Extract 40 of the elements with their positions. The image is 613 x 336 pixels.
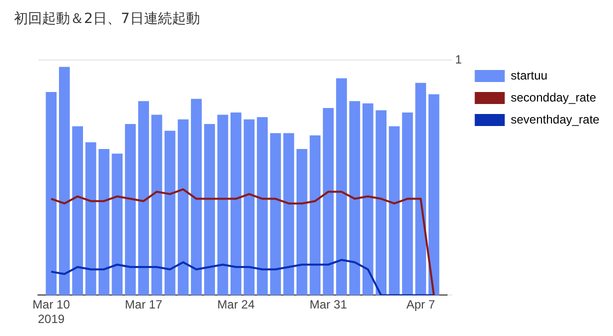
y2-tick-label: 1 xyxy=(455,52,462,66)
legend-label: startuu xyxy=(510,68,548,82)
bar xyxy=(283,133,294,296)
legend-label: secondday_rate xyxy=(510,90,596,104)
bar xyxy=(72,126,83,296)
bar xyxy=(58,66,70,296)
bar xyxy=(204,124,215,296)
bar xyxy=(151,114,162,296)
bar xyxy=(349,101,360,296)
bar xyxy=(164,130,176,296)
bar xyxy=(388,126,400,296)
bar xyxy=(98,149,110,296)
bar xyxy=(362,103,374,296)
bar xyxy=(428,94,440,296)
x-tick-label: Apr 7 xyxy=(406,298,436,312)
bar xyxy=(270,133,281,296)
x-tick-label: Mar 24 xyxy=(217,298,255,312)
bar xyxy=(336,78,347,296)
bar xyxy=(190,98,202,296)
bar xyxy=(178,119,189,296)
x-tick-label: Mar 10 2019 xyxy=(32,298,70,326)
bar xyxy=(322,108,334,296)
bar xyxy=(415,82,426,296)
bar xyxy=(112,154,123,296)
bar xyxy=(376,110,387,296)
bar xyxy=(217,114,228,296)
chart-title: 初回起動＆2日、7日連続起動 xyxy=(14,10,200,28)
x-tick-label: Mar 17 xyxy=(124,298,163,312)
bar xyxy=(46,92,57,296)
bar xyxy=(85,142,96,296)
legend-label: seventhday_rate xyxy=(510,112,600,126)
bar xyxy=(230,112,242,296)
bar xyxy=(244,119,255,296)
bar xyxy=(310,135,321,296)
bar xyxy=(296,149,308,296)
x-tick-label: Mar 31 xyxy=(310,298,348,312)
bar xyxy=(256,117,268,296)
bar xyxy=(138,101,149,296)
bar xyxy=(402,112,413,296)
bar xyxy=(124,124,136,296)
